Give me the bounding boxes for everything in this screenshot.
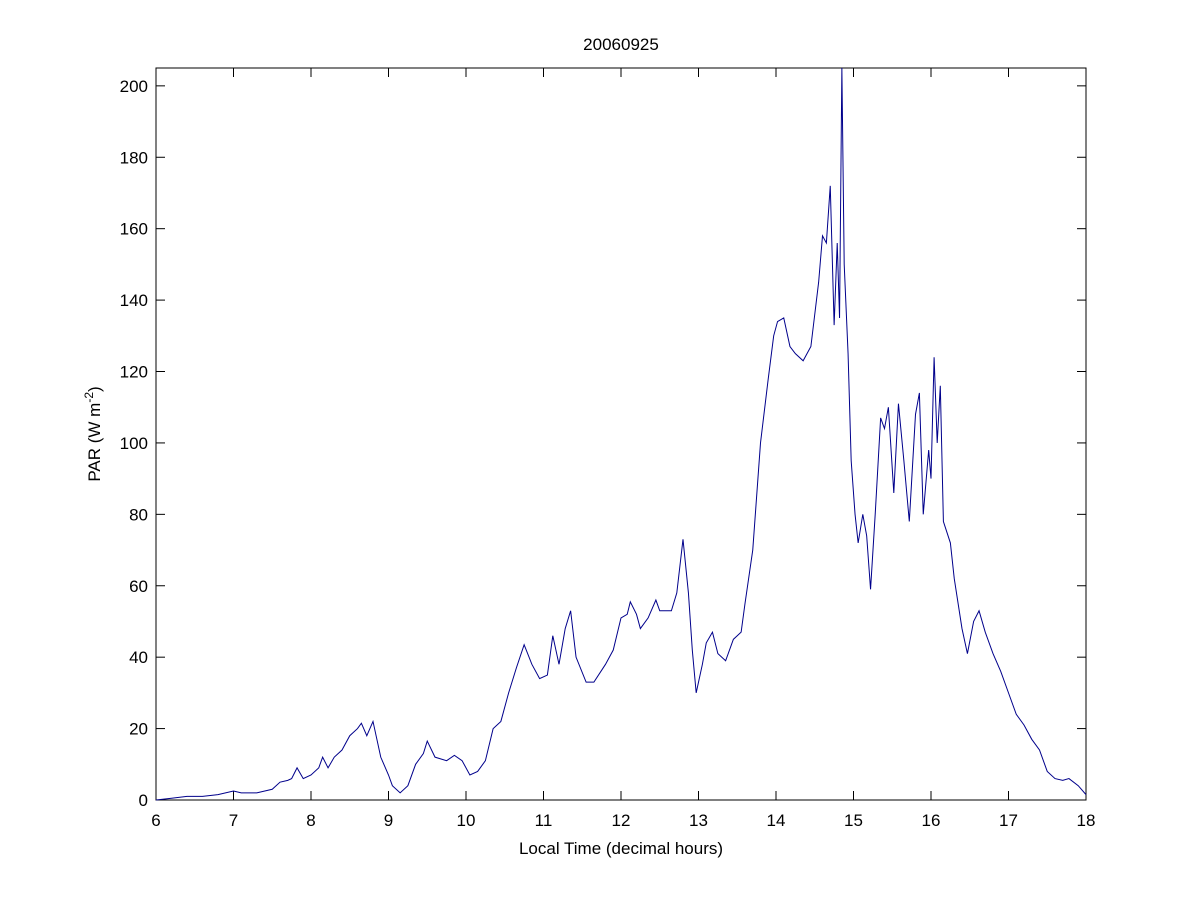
x-tick-label: 11 (535, 811, 553, 830)
y-tick-label: 20 (129, 720, 148, 739)
x-tick-label: 6 (151, 811, 160, 830)
x-tick-label: 8 (306, 811, 315, 830)
y-label-suffix: ) (85, 386, 104, 392)
x-axis-label: Local Time (decimal hours) (519, 839, 723, 858)
y-tick-label: 160 (120, 220, 148, 239)
y-axis-label: PAR (W m-2) (82, 386, 104, 481)
x-tick-label: 16 (922, 811, 941, 830)
y-tick-label: 80 (129, 505, 148, 524)
y-tick-label: 40 (129, 648, 148, 667)
y-label-superscript: -2 (82, 392, 96, 403)
y-tick-label: 0 (139, 791, 148, 810)
x-tick-label: 13 (689, 811, 708, 830)
plot-frame (155, 67, 1087, 801)
chart-title: 20060925 (583, 35, 659, 54)
y-tick-label: 140 (120, 291, 148, 310)
x-tick-label: 10 (457, 811, 476, 830)
x-tick-label: 9 (384, 811, 393, 830)
y-tick-label: 100 (120, 434, 148, 453)
y-tick-label: 180 (120, 148, 148, 167)
y-tick-label: 120 (120, 363, 148, 382)
x-tick-label: 14 (767, 811, 786, 830)
x-tick-label: 17 (999, 811, 1018, 830)
y-tick-label: 60 (129, 577, 148, 596)
data-line (155, 67, 1087, 801)
x-tick-label: 12 (612, 811, 631, 830)
y-tick-label: 200 (120, 77, 148, 96)
x-tick-label: 18 (1077, 811, 1096, 830)
y-label-text: PAR (W m (85, 403, 104, 482)
x-tick-label: 15 (844, 811, 863, 830)
x-tick-label: 7 (229, 811, 238, 830)
